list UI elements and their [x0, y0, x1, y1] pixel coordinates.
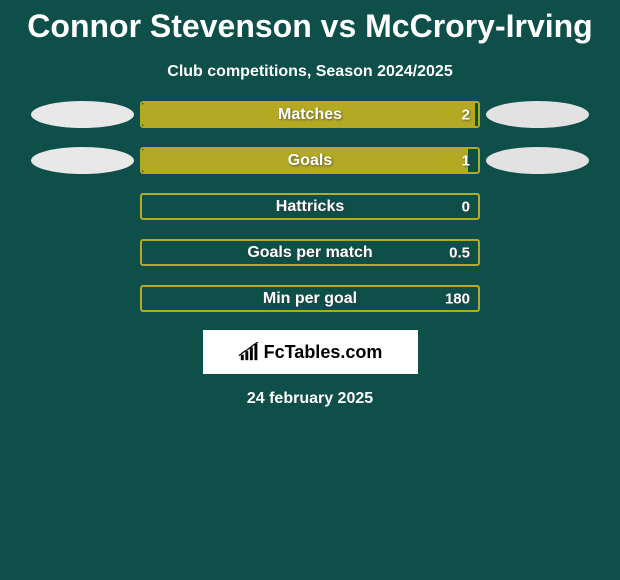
stat-bar: Hattricks 0 [140, 193, 480, 220]
logo-text: FcTables.com [264, 342, 383, 363]
stat-value: 1 [462, 152, 470, 169]
right-ellipse-blank [486, 285, 589, 312]
stat-label: Min per goal [263, 290, 357, 308]
left-ellipse-blank [31, 193, 134, 220]
logo-box[interactable]: FcTables.com [203, 330, 418, 374]
stat-row: Hattricks 0 [10, 193, 610, 220]
stat-bar: Goals 1 [140, 147, 480, 174]
right-ellipse-blank [486, 239, 589, 266]
card-subtitle: Club competitions, Season 2024/2025 [0, 49, 620, 101]
stat-value: 180 [445, 290, 470, 307]
left-ellipse [31, 101, 134, 128]
left-ellipse-blank [31, 285, 134, 312]
card-date: 24 february 2025 [0, 374, 620, 408]
stat-bar: Min per goal 180 [140, 285, 480, 312]
stat-label: Hattricks [276, 198, 344, 216]
stats-card: Connor Stevenson vs McCrory-Irving Club … [0, 0, 620, 580]
stat-row: Goals 1 [10, 147, 610, 174]
stat-bar: Matches 2 [140, 101, 480, 128]
stat-rows: Matches 2 Goals 1 Hattricks 0 Goals per match 0… [0, 101, 620, 312]
card-title: Connor Stevenson vs McCrory-Irving [0, 0, 620, 49]
left-ellipse [31, 147, 134, 174]
stat-row: Min per goal 180 [10, 285, 610, 312]
stat-value: 2 [462, 106, 470, 123]
stat-row: Matches 2 [10, 101, 610, 128]
right-ellipse-blank [486, 193, 589, 220]
stat-label: Matches [278, 106, 342, 124]
stat-label: Goals per match [247, 244, 372, 262]
left-ellipse-blank [31, 239, 134, 266]
bar-chart-icon [238, 342, 260, 362]
stat-bar: Goals per match 0.5 [140, 239, 480, 266]
stat-value: 0.5 [449, 244, 470, 261]
stat-value: 0 [462, 198, 470, 215]
stat-row: Goals per match 0.5 [10, 239, 610, 266]
right-ellipse [486, 101, 589, 128]
right-ellipse [486, 147, 589, 174]
stat-label: Goals [288, 152, 332, 170]
